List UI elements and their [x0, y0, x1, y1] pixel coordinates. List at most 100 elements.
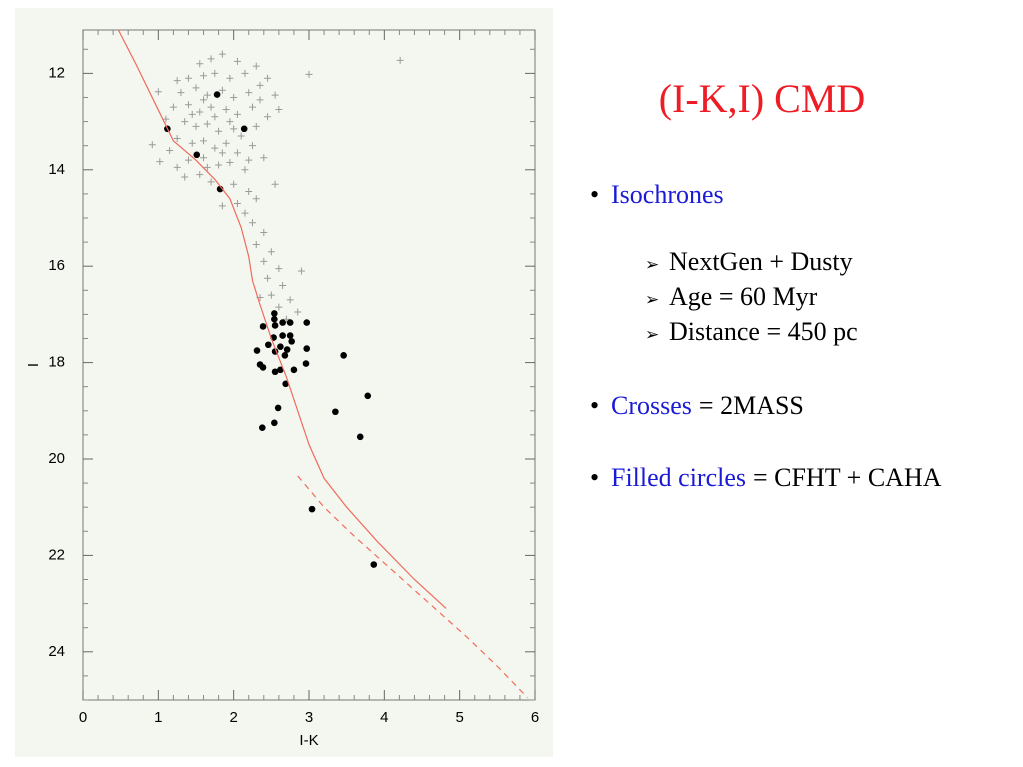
filled-circle	[274, 404, 282, 412]
sub-bullet: ➢	[645, 290, 659, 309]
filled-circle	[259, 323, 267, 330]
cross-point	[233, 110, 241, 118]
filled-circle	[332, 408, 339, 416]
cross-point	[173, 77, 181, 85]
cross-point	[196, 108, 204, 116]
cross-point	[230, 93, 238, 101]
y-tick-label: 12	[48, 64, 65, 81]
bullet-label: Crosses	[611, 391, 692, 420]
cross-point	[271, 91, 279, 99]
cross-point	[256, 96, 264, 104]
filled-circle	[340, 352, 347, 359]
cross-point	[192, 84, 200, 92]
filled-circle	[286, 332, 294, 339]
y-tick-label: 24	[48, 643, 65, 660]
cross-point	[230, 180, 238, 188]
bullet-label: Filled circles	[611, 463, 746, 492]
cross-point	[230, 125, 238, 133]
cross-point	[203, 91, 211, 99]
filled-circle	[277, 366, 284, 374]
filled-circle	[282, 380, 289, 388]
bullet: •	[590, 180, 599, 209]
cross-point	[275, 303, 283, 311]
cross-point	[192, 122, 200, 130]
filled-circle	[364, 392, 372, 400]
cross-point	[188, 110, 196, 118]
cross-point	[222, 106, 230, 114]
cross-point	[260, 257, 268, 265]
cross-point	[245, 187, 253, 195]
cross-point	[215, 127, 223, 135]
y-tick-label: 16	[48, 257, 65, 274]
cross-point	[200, 72, 208, 80]
bullet-label: Isochrones	[611, 180, 724, 209]
cross-point	[207, 55, 215, 63]
sub-bullet-text: NextGen + Dusty	[669, 247, 853, 276]
cross-point	[222, 139, 230, 147]
y-tick-label: 18	[48, 354, 65, 371]
filled-circle	[271, 315, 278, 323]
filled-circle	[281, 352, 289, 359]
cross-point	[218, 50, 226, 58]
x-tick-label: 0	[79, 709, 87, 726]
cross-point	[267, 291, 275, 299]
cross-point	[215, 161, 223, 169]
cross-point	[264, 274, 272, 282]
cross-point	[173, 163, 181, 171]
filled-circle	[290, 366, 298, 374]
cross-point	[184, 156, 192, 164]
sub-bullet-text: Distance = 450 pc	[669, 317, 858, 346]
cross-point	[267, 248, 275, 256]
filled-circle	[193, 151, 201, 159]
sub-bullet-text: Age = 60 Myr	[669, 282, 818, 311]
cross-point	[241, 209, 249, 217]
cross-point	[196, 171, 204, 179]
bullet-text: = CFHT + CAHA	[753, 463, 942, 492]
filled-circle	[286, 319, 294, 326]
x-tick-label: 1	[154, 709, 162, 726]
filled-circle	[271, 322, 279, 329]
cross-point	[181, 118, 189, 126]
filled-circle	[265, 341, 272, 349]
x-tick-label: 2	[229, 709, 237, 726]
cross-point	[249, 142, 256, 150]
cross-point	[245, 89, 253, 97]
filled-circle	[356, 433, 364, 441]
cross-point	[241, 166, 249, 174]
cross-point	[249, 103, 256, 111]
cross-point	[252, 62, 260, 70]
cross-point	[218, 149, 226, 157]
cross-point	[211, 113, 219, 121]
x-axis-label: I-K	[299, 732, 318, 749]
cross-point	[203, 163, 211, 171]
cross-point	[207, 178, 215, 186]
cross-point	[233, 57, 241, 65]
isochrone	[117, 29, 447, 609]
cross-point	[148, 141, 156, 149]
cross-point	[203, 120, 211, 128]
cross-point	[260, 154, 268, 162]
cross-point	[252, 122, 260, 130]
filled-circle	[213, 91, 221, 98]
cross-point	[177, 89, 185, 97]
bullet-line: Filled circles = CFHT + CAHA	[611, 463, 942, 492]
cross-point	[305, 70, 313, 78]
cross-point	[282, 315, 290, 323]
filled-circle	[288, 338, 295, 345]
sub-bullet: ➢	[645, 325, 659, 344]
y-tick-label: 14	[48, 161, 65, 178]
filled-circle	[271, 368, 279, 376]
filled-circle	[283, 346, 291, 353]
slide-title: (I-K,I) CMD	[659, 76, 866, 121]
cross-point	[200, 96, 208, 104]
cross-point	[200, 154, 208, 162]
filled-circle	[258, 424, 266, 431]
cross-point	[207, 103, 215, 111]
filled-circle	[279, 332, 286, 339]
bullet: •	[590, 463, 599, 492]
bullet-text: = 2MASS	[699, 391, 804, 420]
cross-point	[218, 86, 226, 94]
cross-point	[264, 113, 272, 121]
cross-point	[226, 118, 234, 126]
